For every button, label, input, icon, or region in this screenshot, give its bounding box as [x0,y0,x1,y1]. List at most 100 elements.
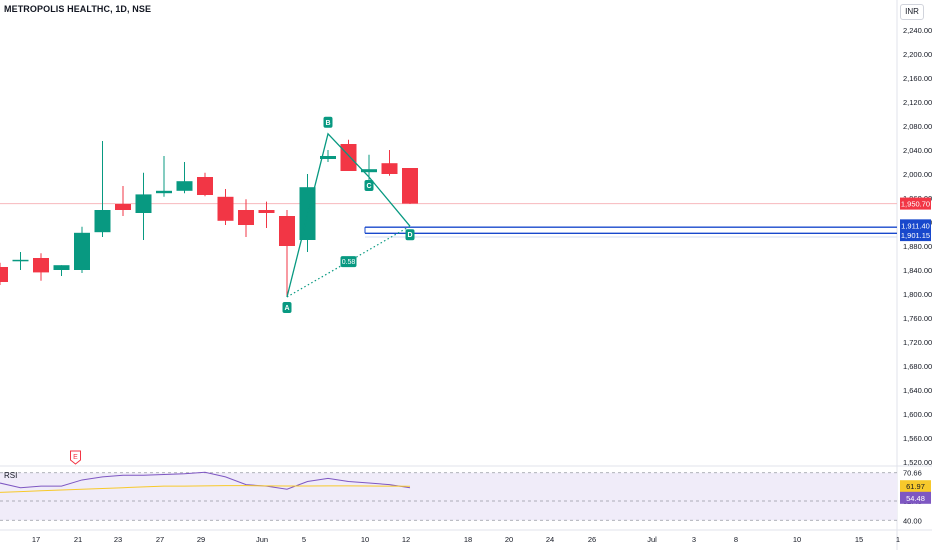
pattern-point-c: C [364,180,374,191]
x-tick-label: 29 [197,535,205,544]
candle [12,252,29,270]
candle [238,199,254,237]
candle-body [320,156,336,159]
pattern-point-d: D [405,229,415,241]
y-tick-label: 1,600.00 [903,410,932,419]
currency-badge[interactable]: INR [900,4,924,20]
y-tick-label: 1,840.00 [903,266,932,275]
x-tick-label: 21 [74,535,82,544]
y-tick-label: 1,880.00 [903,242,932,251]
candle-body [12,259,29,262]
y-tick-label: 1,560.00 [903,434,932,443]
x-tick-label: Jul [647,535,657,544]
y-tick-label: 1,640.00 [903,386,932,395]
candle [176,162,193,194]
candle [115,186,131,216]
rsi-tick-label: 70.66 [903,469,922,478]
candle [94,141,111,237]
y-tick-label: 2,120.00 [903,98,932,107]
pattern-label: A [284,305,289,312]
rsi-ma-badge-bg [900,480,931,493]
candle [74,226,90,273]
x-tick-label: 10 [793,535,801,544]
candle [279,210,295,297]
pattern-point-b: B [323,116,333,128]
level-badge-1-bg [900,219,931,232]
rsi-ma-line [0,485,411,493]
earnings-marker-label: E [73,454,78,461]
candle-body [381,163,398,174]
candle-body [33,258,49,273]
x-tick-label: 15 [855,535,863,544]
candle [402,168,418,204]
pattern-label-bg [282,302,292,313]
candle-body [176,181,193,191]
candle-body [94,210,111,233]
candle-body [156,190,172,194]
pattern-label-bg [364,180,374,191]
earnings-marker [70,450,81,465]
candle-body [53,265,70,270]
rsi-value-badge-bg [900,491,931,504]
candle-body [135,194,152,213]
candle-body [279,216,295,246]
candle [0,262,8,285]
candle-body [258,210,275,213]
y-tick-label: 1,520.00 [903,458,932,467]
x-tick-label: 10 [361,535,369,544]
x-tick-label: 20 [505,535,513,544]
pattern-label: C [366,183,371,190]
rsi-ma-badge: 61.97 [906,482,925,491]
level-badge-2-bg [900,229,931,242]
candle-body [0,267,8,282]
candle-body [115,204,131,210]
rsi-tick-label: 40.00 [903,516,922,525]
x-tick-label: 24 [546,535,554,544]
y-tick-label: 2,040.00 [903,146,932,155]
y-tick-label: 2,200.00 [903,50,932,59]
ratio-label-bg [340,256,357,268]
x-tick-label: Jun [256,535,268,544]
candle-body [197,177,213,195]
rsi-line [0,471,411,490]
candle-body [238,210,254,225]
candle-body [217,196,234,221]
candle-body [340,144,357,171]
x-tick-label: 18 [464,535,472,544]
candle [135,172,152,240]
y-tick-label: 1,800.00 [903,290,932,299]
candle [197,172,213,197]
last-price-badge-bg [900,197,931,210]
pattern-point-a: A [282,302,292,313]
candle [53,265,70,276]
candle [217,189,234,225]
symbol-title[interactable]: METROPOLIS HEALTHC, 1D, NSE [4,4,152,14]
x-tick-label: 26 [588,535,596,544]
y-tick-label: 1,680.00 [903,362,932,371]
harmonic-lines [286,132,411,298]
pattern-label: D [407,232,412,239]
rsi-value-badge: 54.48 [906,494,925,503]
rsi-band [0,472,897,521]
x-tick-label: 27 [156,535,164,544]
y-tick-label: 2,160.00 [903,74,932,83]
x-tick-label: 12 [402,535,410,544]
pattern-label: B [325,120,330,127]
rsi-label: RSI [4,471,17,480]
x-tick-label: 5 [302,535,306,544]
x-tick-label: 17 [32,535,40,544]
y-tick-label: 1,720.00 [903,338,932,347]
candle [258,201,275,228]
pattern-label-bg [405,229,415,241]
candle-body [402,168,418,204]
x-tick-label: 3 [692,535,696,544]
last-price-badge: 1,950.70 [901,200,930,209]
candle [156,156,172,197]
y-tick-label: 2,240.00 [903,26,932,35]
candle [320,150,336,162]
x-tick-label: 1 [896,535,900,544]
candle-body [74,232,90,270]
y-tick-label: 2,000.00 [903,170,932,179]
y-tick-label: 2,080.00 [903,122,932,131]
